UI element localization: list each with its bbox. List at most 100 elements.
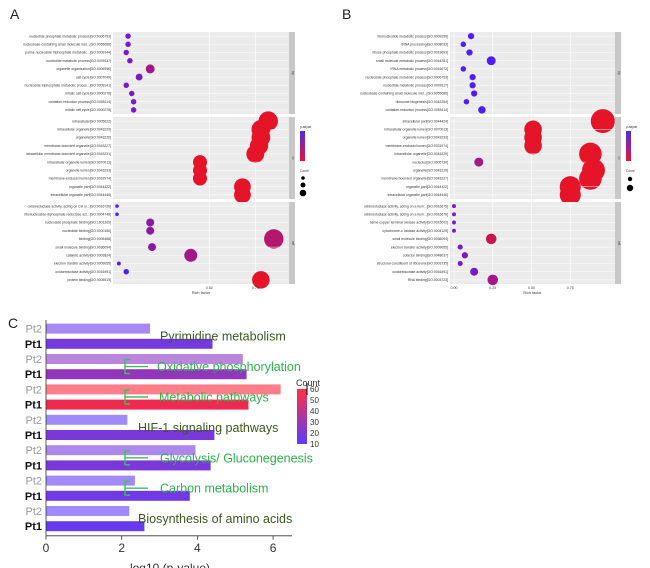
b-term-label: structural constituent of ribosome[GO:00… (377, 262, 448, 266)
b-term-label: small molecule metabolic process[GO:0044… (376, 59, 448, 63)
a-term-label: electron transfer activity[GO:0009055] (54, 262, 111, 266)
b-strip-label: mf (617, 241, 621, 245)
c-pathway-bar (46, 430, 215, 440)
c-x-tick-label: 6 (270, 541, 277, 555)
panel-b-letter: B (342, 6, 352, 22)
c-row-label: Pt1 (25, 400, 42, 412)
b-term-label: nucleotide metabolic process[GO:0009117] (383, 84, 448, 88)
a-term-label: organelle[GO:0043226] (76, 136, 111, 140)
a-facet-strip (289, 202, 295, 284)
b-term-label: intracellular organelle lumen[GO:0070013… (384, 128, 448, 132)
a-term-label: nucleotide metabolic process[GO:0009117] (46, 59, 111, 63)
a-term-label: nucleotide phosphate metabolic process[G… (29, 34, 111, 38)
c-row-label: Pt2 (25, 354, 42, 366)
c-pathway-bracket (124, 480, 148, 496)
a-term-label: organelle lumen[GO:0043233] (66, 169, 111, 173)
b-legend-gradient (626, 131, 631, 161)
c-pathway-label: Metabolic pathways (159, 391, 269, 405)
b-term-label: membrane-bounded organelle[GO:0043227] (381, 177, 448, 181)
a-x-axis-title: Rich factor (192, 291, 211, 295)
a-legend-count-title: Count (300, 169, 309, 173)
c-row-label: Pt1 (25, 339, 42, 351)
a-term-label: intracellular organelle[GO:0043229] (57, 128, 111, 132)
a-legend-count-dot (300, 182, 306, 188)
a-x-tick: 0.75 (252, 286, 259, 290)
c-row-label: Pt2 (25, 476, 42, 488)
b-term-label: ribonucleotide metabolic process[GO:0009… (377, 34, 448, 38)
c-row-label: Pt2 (25, 384, 42, 396)
b-term-dot (466, 49, 473, 56)
a-term-dot (135, 73, 143, 81)
a-term-label: oxidation-reduction process[GO:0055114] (48, 100, 111, 104)
c-pathway-bracket (124, 389, 148, 405)
a-term-label: catalytic activity[GO:0003824] (66, 254, 111, 258)
a-term-dot (148, 243, 157, 252)
b-facet-strip (615, 202, 621, 284)
b-term-dot (590, 109, 615, 134)
b-x-axis-title: Rich factor (523, 291, 542, 295)
c-pathway-bar (46, 506, 130, 516)
b-term-label: oxidoreductase activity, acting on a hem… (364, 213, 448, 217)
a-term-dot (115, 212, 119, 217)
c-pathway-bar (46, 369, 247, 380)
b-term-label: electron transfer activity[GO:0009055] (391, 245, 448, 249)
a-term-label: mitotic cell cycle[GO:0000278] (65, 108, 111, 112)
b-term-dot (467, 32, 475, 40)
panel-b-dotplot: bp ribonucleotide metabolic process[GO:00… (360, 32, 637, 295)
c-legend-tick: 30 (310, 418, 319, 427)
a-term-dot (246, 144, 265, 163)
a-term-dot (127, 57, 133, 64)
c-pathway-bar (46, 490, 190, 501)
a-term-label: oxidoreductase activity, acting on CH or… (28, 204, 111, 208)
a-term-label: organelle part[GO:0044422] (69, 185, 111, 189)
c-pathway-bar (46, 399, 249, 410)
b-term-dot (461, 252, 468, 259)
a-term-label: intracellular[GO:0005622] (72, 119, 111, 123)
b-term-label: organelle[GO:0043226] (413, 169, 448, 173)
b-term-label: oxidation-reduction process[GO:0055114] (385, 108, 448, 112)
b-term-dot (478, 106, 486, 114)
c-row-label: Pt2 (25, 415, 42, 427)
b-term-label: nucleoside phosphate metabolic process[G… (365, 75, 448, 79)
c-pathway-label: Biosynthesis of amino acids (138, 512, 292, 526)
c-pathway-bar (46, 521, 145, 532)
b-strip-label: cc (617, 156, 621, 160)
a-term-label: organelle organization[GO:0006996] (56, 67, 111, 71)
b-term-dot (460, 41, 467, 48)
b-legend-count-title: Count (626, 169, 635, 173)
a-facet-strip (289, 32, 295, 114)
a-term-dot (252, 271, 270, 289)
a-term-label: nucleoside triphosphate metabolic proces… (24, 84, 111, 88)
c-legend-tick: 50 (310, 396, 319, 405)
b-term-label: heme-copper terminal oxidase activity[GO… (370, 221, 448, 225)
b-term-dot (579, 167, 602, 190)
b-term-dot (469, 73, 476, 81)
c-pathway-label: Carbon metabolism (160, 482, 268, 496)
c-row-label: Pt2 (25, 445, 42, 457)
a-legend-gradient (300, 131, 305, 161)
c-pathway-bar (46, 384, 281, 395)
c-row-label: Pt2 (25, 506, 42, 518)
a-term-dot (130, 98, 137, 105)
b-term-dot (485, 233, 497, 245)
a-term-dot (192, 171, 208, 186)
a-term-dot (123, 268, 129, 275)
b-term-dot (452, 212, 456, 217)
c-legend-tick: 20 (310, 429, 319, 438)
b-term-dot (486, 56, 496, 66)
panel-c-barchart: Pt2 Pt1 Pt2 Pt1 Pt2 Pt1 Pt2 Pt1 Pt2 Pt1 Pt2 Pt1 Pt2 P… (25, 320, 321, 568)
c-legend-tick: 40 (310, 407, 319, 416)
c-pathway-bar (46, 323, 151, 334)
b-term-label: membrane-enclosed lumen[GO:0031974] (386, 144, 448, 148)
a-term-dot (146, 218, 155, 227)
b-term-dot (460, 66, 467, 72)
b-term-label: cofactor binding[GO:0048037] (403, 254, 448, 258)
b-term-dot (469, 82, 476, 89)
b-legend-count-dot (626, 184, 634, 192)
a-strip-label: mf (291, 241, 295, 245)
a-x-tick: 0.50 (206, 286, 213, 290)
b-term-label: intracellular organelle part[GO:0044446] (388, 193, 448, 197)
panel-a-letter: A (10, 6, 20, 22)
b-x-tick: 0.75 (567, 286, 574, 290)
a-term-label: binding[GO:0005488] (79, 237, 111, 241)
